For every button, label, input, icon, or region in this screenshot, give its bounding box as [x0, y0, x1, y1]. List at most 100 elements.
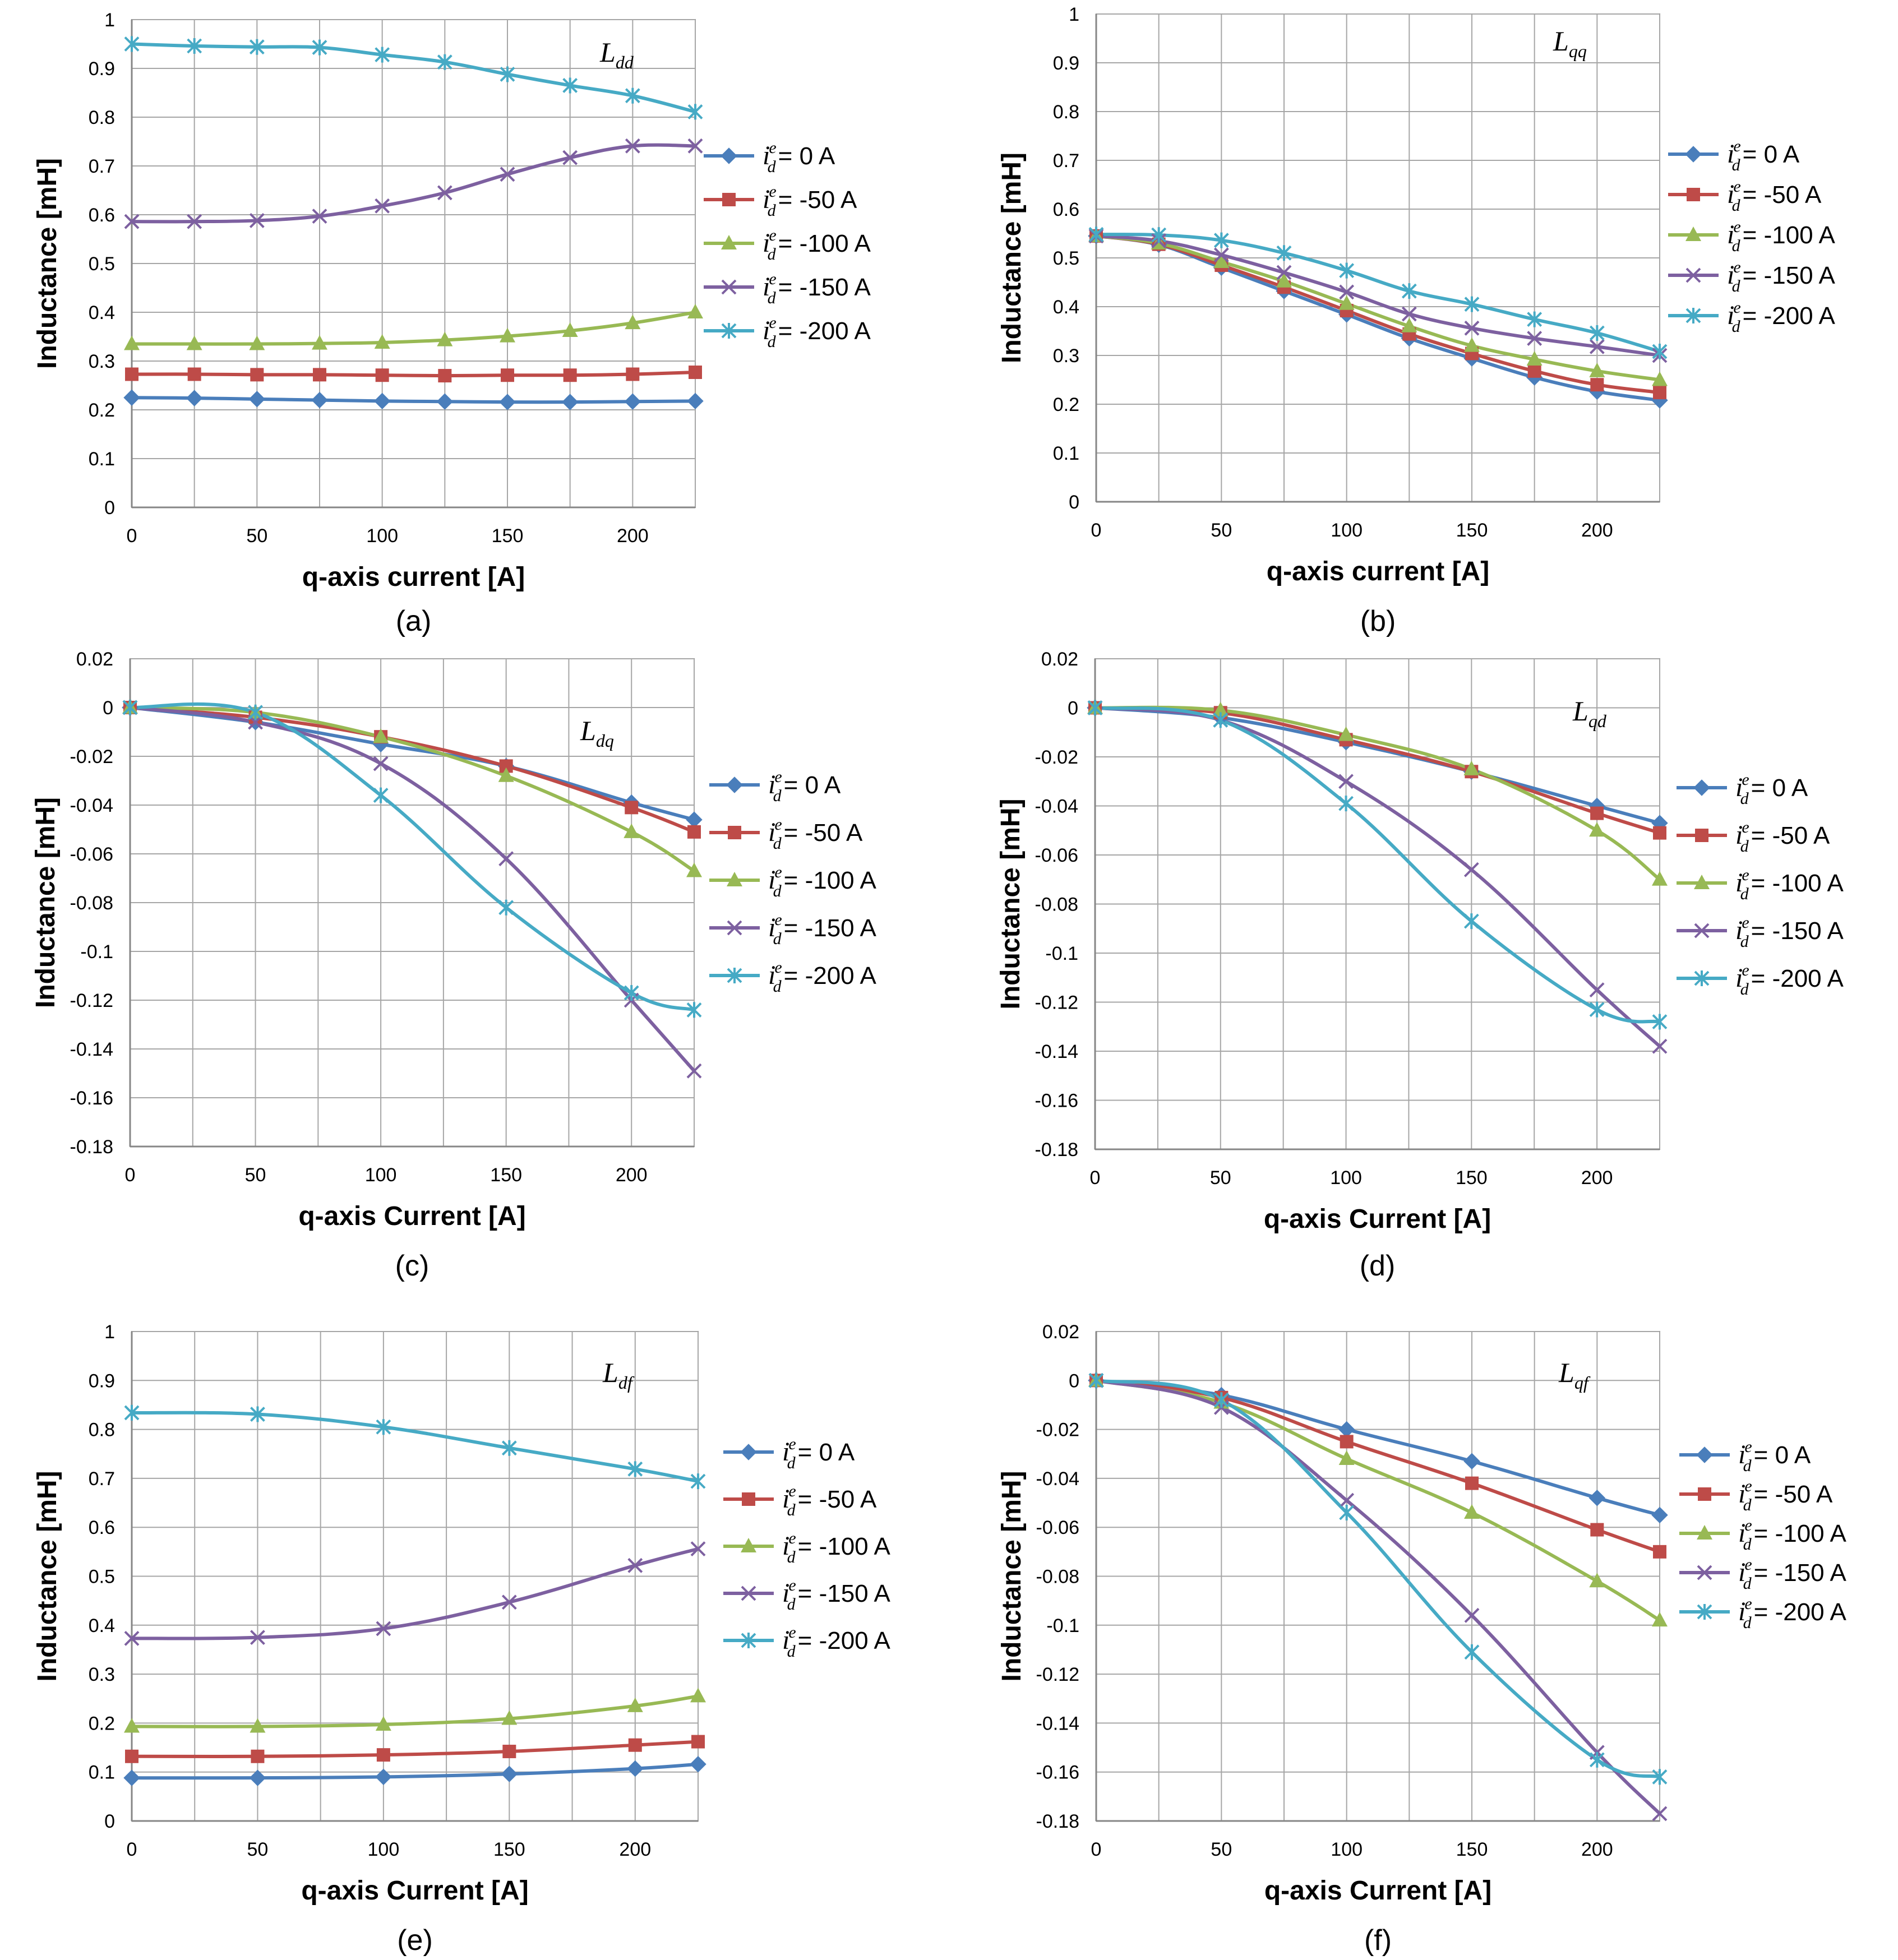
series-line-i-d-e-150-a: [1096, 234, 1660, 357]
chart-annotation: Ldd: [599, 36, 634, 72]
legend-label: ie d= -100 A: [782, 1529, 890, 1566]
data-point: [1464, 1504, 1480, 1519]
data-point: [689, 366, 702, 380]
legend-marker: [728, 826, 741, 839]
data-point: [500, 327, 515, 343]
y-axis-title: Inductance [mH]: [996, 798, 1026, 1009]
legend-label: ie d= -200 A: [1735, 961, 1844, 999]
legend-marker: [1697, 1604, 1712, 1620]
y-tick-label: -0.12: [1036, 1664, 1080, 1685]
legend-marker: [721, 279, 737, 295]
y-tick-label: 0: [104, 497, 115, 519]
data-point: [687, 392, 704, 410]
data-point: [249, 213, 265, 228]
y-axis-title: Inductance [mH]: [33, 1471, 62, 1681]
series-line-i-d-e-100-a: [132, 311, 696, 346]
y-tick-label: 0.7: [89, 1468, 115, 1490]
data-point: [124, 1630, 140, 1646]
y-tick-label: 0.6: [1053, 199, 1079, 220]
x-tick-label: 200: [617, 525, 649, 547]
data-point: [436, 393, 454, 410]
legend-label: ie d= -50 A: [1735, 818, 1830, 856]
data-point: [1588, 1490, 1606, 1506]
y-tick-label: 0: [104, 1811, 115, 1832]
y-tick-label: -0.14: [1035, 1041, 1079, 1062]
data-point: [1464, 1644, 1480, 1660]
legend-marker: [1687, 188, 1700, 201]
data-point: [627, 1461, 643, 1477]
data-point: [501, 1594, 517, 1610]
x-tick-label: 0: [1090, 1167, 1101, 1189]
legend-label: ie d= 0 A: [763, 138, 835, 176]
data-point: [375, 368, 389, 382]
caption: (f): [1364, 1924, 1392, 1957]
legend: ie d= 0 Aie d= -50 Aie d= -100 Aie d= -150 A…: [709, 768, 876, 996]
y-tick-label: 0.9: [89, 58, 115, 80]
legend-marker: [741, 1585, 756, 1601]
y-tick-label: -0.16: [1036, 1762, 1080, 1783]
data-point: [1339, 262, 1355, 279]
data-point: [1276, 245, 1292, 261]
caption: (e): [397, 1924, 433, 1957]
y-tick-label: 0.02: [1042, 1321, 1079, 1343]
legend-marker: [1697, 1525, 1712, 1540]
legend-label: ie d= -50 A: [1738, 1477, 1833, 1514]
data-point: [373, 392, 391, 410]
data-point: [1653, 826, 1666, 840]
data-point: [499, 394, 516, 410]
data-point: [1527, 311, 1543, 327]
data-point: [1276, 272, 1292, 288]
data-point: [627, 1760, 644, 1777]
legend-marker: [1685, 226, 1701, 241]
y-tick-label: 0.7: [1053, 150, 1079, 172]
data-point: [687, 304, 703, 318]
y-tick-label: -0.04: [70, 795, 114, 816]
data-point: [1464, 337, 1480, 352]
legend-marker: [721, 235, 737, 249]
x-tick-label: 150: [1456, 520, 1488, 541]
chart-annotation: Lqd: [1572, 695, 1607, 731]
chart-b: 0 0.1 0.2 0.3 0.4 0.5 0.6 0.7 0.8 0.9 1 0 50 100 150 20…: [997, 4, 1835, 637]
legend-label: ie d= -150 A: [1738, 1555, 1846, 1593]
data-point: [1338, 774, 1354, 789]
legend-label: ie d= -50 A: [782, 1482, 877, 1519]
data-point: [625, 315, 641, 330]
x-tick-label: 50: [246, 525, 267, 547]
y-tick-label: -0.06: [1035, 845, 1079, 866]
data-point: [687, 104, 703, 120]
data-point: [1212, 701, 1229, 716]
legend-label: ie d= -200 A: [1738, 1594, 1846, 1632]
data-point: [312, 209, 327, 224]
data-point: [1213, 247, 1229, 263]
legend-label: ie d= 0 A: [782, 1435, 855, 1472]
legend-label: ie d= -50 A: [768, 815, 863, 853]
data-point: [124, 1404, 140, 1421]
y-tick-label: 0.3: [89, 1664, 115, 1685]
data-point: [1087, 700, 1103, 716]
data-point: [626, 367, 640, 381]
legend-marker: [721, 323, 737, 339]
y-tick-label: 0.5: [89, 1566, 115, 1588]
legend-marker: [1694, 970, 1710, 986]
legend-marker: [1698, 1487, 1711, 1501]
data-point: [375, 198, 390, 214]
data-point: [1527, 364, 1541, 378]
data-point: [187, 38, 202, 54]
data-point: [437, 185, 452, 201]
y-tick-label: -0.18: [1036, 1811, 1080, 1832]
data-point: [1590, 1523, 1604, 1537]
data-point: [1589, 325, 1605, 341]
x-tick-label: 100: [1331, 520, 1363, 541]
legend-label: ie d= -50 A: [1727, 177, 1822, 215]
y-tick-label: 0.7: [89, 156, 115, 177]
legend: ie d= 0 Aie d= -50 Aie d= -100 Aie d= -150 A…: [1668, 137, 1835, 336]
y-tick-label: 0: [103, 697, 113, 719]
legend-label: ie d= -200 A: [1727, 298, 1835, 336]
y-tick-label: 0.1: [89, 1762, 115, 1783]
caption: (a): [396, 605, 432, 637]
legend-marker: [722, 193, 736, 206]
legend-marker: [726, 776, 743, 793]
data-point: [1589, 362, 1605, 377]
y-axis-title: Inductance [mH]: [997, 1471, 1027, 1681]
